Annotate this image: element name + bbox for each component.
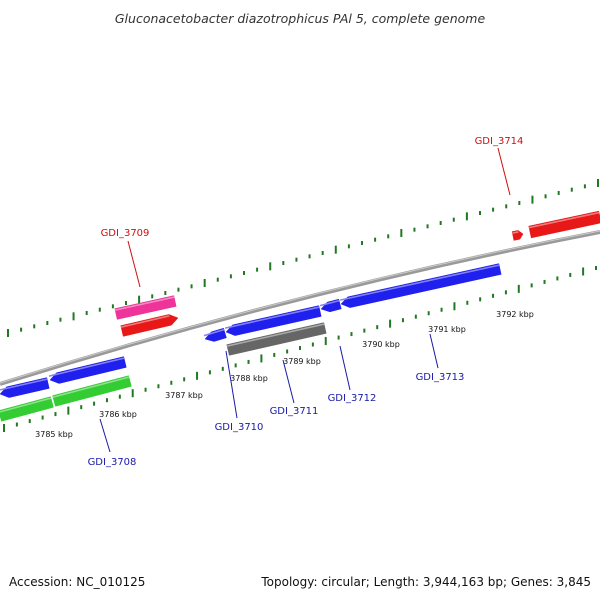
gene-gdi-3712-highlight bbox=[319, 299, 340, 307]
gene-gdi-3708-part1[interactable] bbox=[0, 377, 50, 398]
gene-label-gdi-3711[interactable]: GDI_3711 bbox=[270, 406, 319, 417]
leader-gdi-3712 bbox=[339, 345, 351, 391]
leader-gdi-3713 bbox=[429, 333, 439, 369]
gene-green-1[interactable] bbox=[0, 396, 54, 422]
leader-gdi-3710 bbox=[225, 350, 238, 419]
kbp-label: 3788 kbp bbox=[230, 374, 268, 383]
kbp-label: 3789 kbp bbox=[283, 357, 321, 366]
scale-ticks bbox=[3, 179, 599, 432]
gene-gdi-3708-part2-highlight bbox=[48, 357, 125, 377]
gene-label-gdi-3713[interactable]: GDI_3713 bbox=[416, 372, 465, 383]
gene-gdi-3709-highlight bbox=[120, 315, 170, 328]
gene-label-gdi-3708[interactable]: GDI_3708 bbox=[88, 457, 137, 468]
gene-gdi-3714[interactable] bbox=[528, 210, 600, 239]
gene-gdi-3709-rna[interactable] bbox=[114, 295, 177, 320]
kbp-label: 3786 kbp bbox=[99, 410, 137, 419]
gene-gdi-3711-highlight bbox=[224, 306, 320, 329]
gene-gdi-3710-a-highlight bbox=[203, 328, 225, 337]
gene-gdi-3714-body bbox=[528, 210, 600, 239]
gene-grey-highlight bbox=[226, 323, 325, 347]
gene-features bbox=[0, 210, 600, 422]
gene-gdi-3711[interactable] bbox=[224, 305, 322, 336]
gene-gdi-3708-part1-highlight bbox=[0, 378, 48, 391]
label-leaders bbox=[99, 147, 511, 453]
leader-gdi-3709 bbox=[127, 240, 141, 288]
genome-backbone-highlight bbox=[0, 230, 600, 384]
gene-label-gdi-3709[interactable]: GDI_3709 bbox=[101, 228, 150, 239]
gene-gdi-3712[interactable] bbox=[319, 298, 342, 313]
kbp-label: 3787 kbp bbox=[165, 391, 203, 400]
gene-gdi-3709[interactable] bbox=[120, 314, 179, 337]
genome-backbone bbox=[0, 230, 600, 386]
gene-gdi-3713-highlight bbox=[339, 264, 500, 301]
leader-gdi-3714 bbox=[497, 147, 511, 196]
gene-gdi-3713[interactable] bbox=[339, 263, 502, 308]
gene-gdi-3709-rna-body bbox=[114, 295, 177, 320]
gene-gdi-3709-rna-highlight bbox=[114, 296, 175, 311]
topology-text: Topology: circular; Length: 3,944,163 bp… bbox=[260, 575, 591, 589]
map-title: Gluconacetobacter diazotrophicus PAl 5, … bbox=[115, 11, 486, 26]
kbp-label: 3785 kbp bbox=[35, 430, 73, 439]
kbp-labels: 3785 kbp 3786 kbp 3787 kbp 3788 kbp 3789 kbp… bbox=[35, 310, 534, 439]
leader-gdi-3711 bbox=[282, 359, 295, 404]
gene-green-2-highlight bbox=[52, 376, 130, 398]
kbp-label: 3792 kbp bbox=[496, 310, 534, 319]
gene-label-gdi-3710[interactable]: GDI_3710 bbox=[215, 422, 264, 433]
gene-gdi-3714-highlight bbox=[528, 211, 600, 229]
leader-gdi-3708 bbox=[99, 418, 111, 453]
gene-label-gdi-3712[interactable]: GDI_3712 bbox=[328, 393, 377, 404]
gene-label-gdi-3714[interactable]: GDI_3714 bbox=[475, 136, 524, 147]
gene-grey-body bbox=[226, 322, 327, 356]
kbp-label: 3791 kbp bbox=[428, 325, 466, 334]
gene-gdi-3710-a[interactable] bbox=[203, 327, 227, 342]
gene-gdi-3714-a[interactable] bbox=[511, 230, 524, 241]
gene-green-2[interactable] bbox=[52, 375, 132, 407]
gene-green-2-body bbox=[52, 375, 132, 407]
gene-green-1-body bbox=[0, 396, 54, 422]
gene-labels: GDI_3708 GDI_3709 GDI_3710 GDI_3711 GDI_3712… bbox=[88, 136, 524, 468]
gene-green-1-highlight bbox=[0, 397, 52, 413]
gene-gdi-3714-a-highlight bbox=[512, 231, 519, 234]
accession-text: Accession: NC_010125 bbox=[9, 575, 145, 589]
gene-gdi-3708-part2[interactable] bbox=[48, 356, 127, 384]
kbp-label: 3790 kbp bbox=[362, 340, 400, 349]
gene-grey[interactable] bbox=[226, 322, 327, 356]
